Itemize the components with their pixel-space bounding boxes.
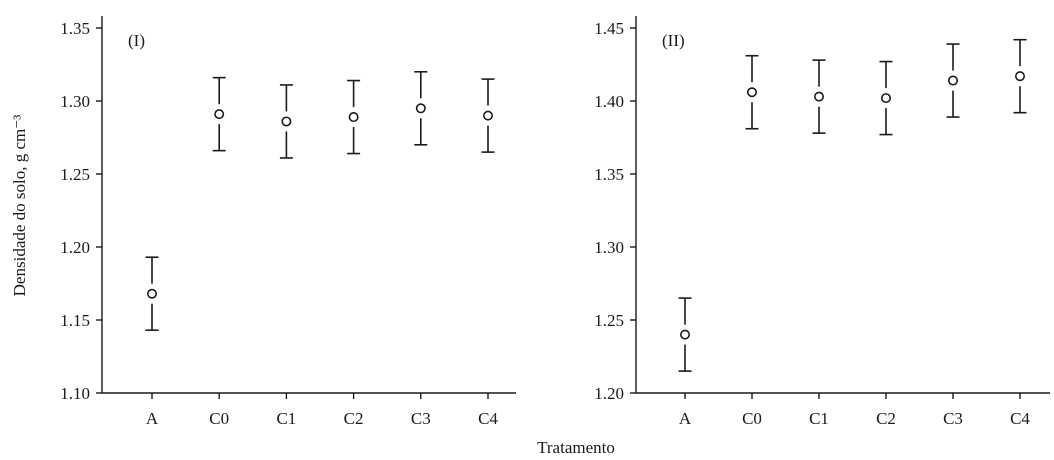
y-tick-label: 1.25: [594, 311, 624, 330]
data-point: [746, 87, 757, 98]
y-tick-label: 1.40: [594, 92, 624, 111]
x-tick-label: C4: [1010, 409, 1030, 428]
x-tick-label: A: [679, 409, 692, 428]
data-point: [880, 93, 891, 104]
panel-2: 1.20 1.25 1.30 1.35 1.40 1.45 A C0 C1 C2 C3 C4 (II): [594, 16, 1050, 428]
x-axis-title: Tratamento: [537, 438, 615, 457]
y-axis-title: Densidade do solo, g cm⁻³: [10, 115, 29, 297]
x-tick-label: C4: [478, 409, 498, 428]
data-point: [1014, 71, 1025, 82]
y-tick-label: 1.45: [594, 19, 624, 38]
y-tick-label: 1.35: [594, 165, 624, 184]
x-tick-label: C1: [809, 409, 829, 428]
x-tick-label: C3: [943, 409, 963, 428]
data-point: [813, 91, 824, 102]
x-tick-label: C0: [209, 409, 229, 428]
x-tick-label: C2: [344, 409, 364, 428]
data-point: [281, 116, 292, 127]
y-tick-label: 1.20: [594, 384, 624, 403]
x-tick-label: C2: [876, 409, 896, 428]
y-tick-label: 1.30: [60, 92, 90, 111]
y-tick-label: 1.35: [60, 19, 90, 38]
data-point: [147, 288, 158, 299]
x-tick-label: A: [146, 409, 159, 428]
panel-label: (I): [128, 31, 145, 50]
y-tick-label: 1.15: [60, 311, 90, 330]
data-point: [214, 109, 225, 120]
x-tick-label: C0: [742, 409, 762, 428]
y-tick-label: 1.10: [60, 384, 90, 403]
y-tick-label: 1.20: [60, 238, 90, 257]
data-point: [947, 75, 958, 86]
data-point: [415, 103, 426, 114]
x-tick-label: C3: [411, 409, 431, 428]
panel-label: (II): [662, 31, 685, 50]
y-tick-label: 1.25: [60, 165, 90, 184]
x-tick-label: C1: [276, 409, 296, 428]
data-point: [348, 112, 359, 123]
y-tick-label: 1.30: [594, 238, 624, 257]
panel-1: 1.10 1.15 1.20 1.25 1.30 1.35 A C0 C1 C2 C3 C4 (I): [60, 16, 516, 428]
data-point: [482, 110, 493, 121]
data-point: [679, 329, 690, 340]
